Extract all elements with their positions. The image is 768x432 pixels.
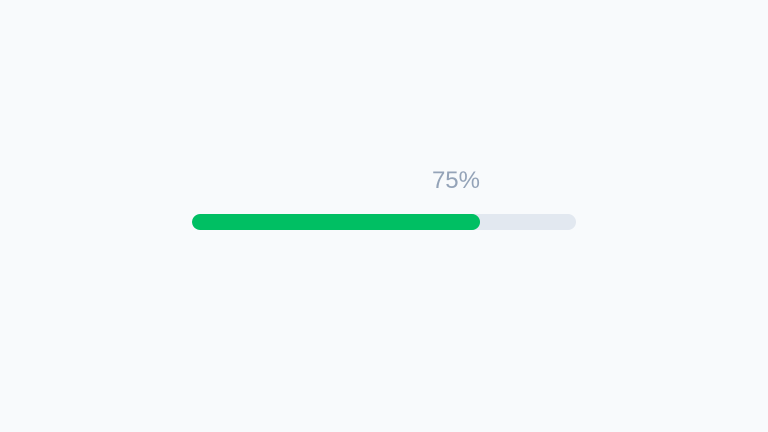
progress-percent-label: 75%: [431, 167, 480, 194]
progress-fill: [192, 214, 480, 230]
progress-track: [192, 214, 576, 230]
progress-widget: 75%: [192, 166, 576, 230]
progress-label-row: 75%: [192, 166, 576, 200]
